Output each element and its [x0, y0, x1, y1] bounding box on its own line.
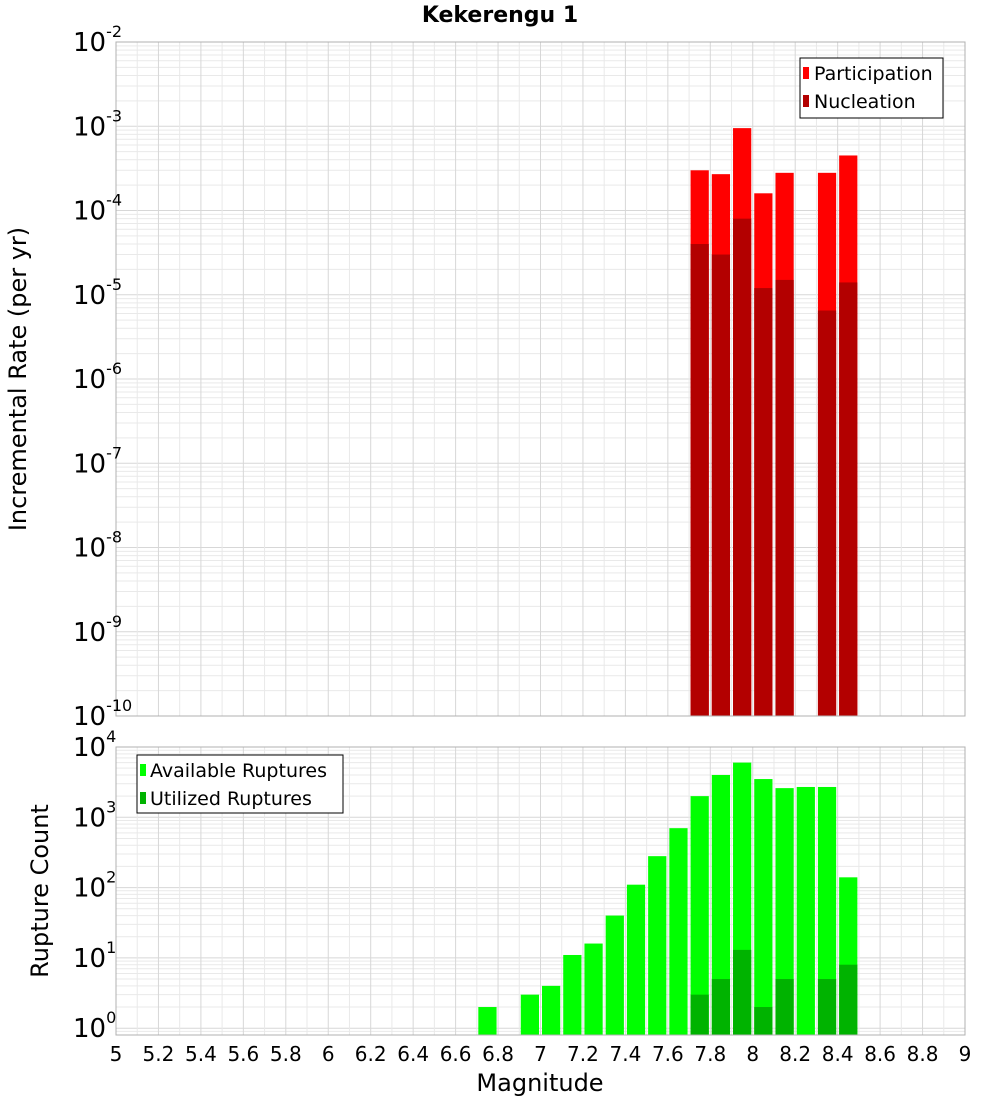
bottom-legend-box [136, 754, 344, 814]
x-tick-label: 5.6 [227, 1042, 259, 1066]
bar-available-ruptures [711, 774, 731, 1035]
bar-available-ruptures [796, 786, 815, 1035]
x-tick-label: 7.6 [652, 1042, 684, 1066]
bar-utilized-ruptures [775, 979, 794, 1035]
bar-available-ruptures [520, 994, 539, 1035]
bar-available-ruptures [690, 796, 709, 1035]
top-legend: Participation Nucleation [799, 57, 944, 119]
bar-available-ruptures [478, 1007, 497, 1035]
x-tick-label: 8.4 [822, 1042, 854, 1066]
bar-available-ruptures [669, 828, 688, 1035]
top-y-axis-label: Incremental Rate (per yr) [4, 227, 32, 531]
x-tick-label: 5.4 [185, 1042, 217, 1066]
x-tick-label: 8.6 [864, 1042, 896, 1066]
legend-swatch-available [140, 764, 146, 776]
bar-nucleation [754, 288, 773, 716]
top-y-tick-label: 10-10 [73, 696, 132, 732]
bar-available-ruptures [626, 884, 646, 1035]
bottom-y-tick-label: 102 [73, 868, 116, 904]
bottom-y-tick-label: 104 [73, 727, 116, 763]
x-tick-label: 5.8 [270, 1042, 302, 1066]
x-tick-label: 7 [534, 1042, 547, 1066]
bar-nucleation [733, 218, 752, 716]
x-tick-label: 6.2 [355, 1042, 387, 1066]
legend-label-available: Available Ruptures [150, 760, 327, 782]
bar-utilized-ruptures [733, 949, 752, 1035]
bar-nucleation [775, 279, 794, 716]
bar-available-ruptures [648, 856, 667, 1035]
x-tick-label: 6.8 [482, 1042, 514, 1066]
legend-label-utilized: Utilized Ruptures [150, 788, 312, 810]
bar-available-ruptures [542, 985, 561, 1035]
x-tick-label: 5 [110, 1042, 123, 1066]
chart-title: Kekerengu 1 [422, 3, 578, 28]
legend-swatch-nucleation [803, 95, 809, 107]
x-tick-label: 7.2 [567, 1042, 599, 1066]
bottom-plot-frame [115, 746, 966, 1036]
top-y-tick-label: 10-6 [73, 359, 122, 395]
x-tick-label: 8 [746, 1042, 759, 1066]
bar-utilized-ruptures [690, 994, 709, 1035]
top-plot-frame [115, 41, 966, 717]
x-axis-label: Magnitude [476, 1069, 603, 1097]
top-legend-box [799, 57, 944, 119]
bottom-y-axis-ticks: 104 103 102 101 100 [73, 727, 116, 1044]
bottom-y-tick-label: 103 [73, 797, 116, 833]
bottom-y-tick-label: 100 [73, 1008, 116, 1044]
bar-available-ruptures [754, 779, 773, 1035]
x-tick-label: 9 [959, 1042, 972, 1066]
legend-label-participation: Participation [814, 63, 933, 85]
legend-swatch-utilized [140, 792, 146, 804]
x-tick-label: 6.4 [397, 1042, 429, 1066]
bar-nucleation [839, 282, 858, 716]
bottom-plot-bars [478, 762, 858, 1035]
x-tick-label: 5.2 [143, 1042, 175, 1066]
bar-utilized-ruptures [711, 979, 731, 1035]
bar-nucleation [690, 244, 709, 717]
bottom-legend: Available Ruptures Utilized Ruptures [136, 754, 344, 814]
bar-available-ruptures [775, 788, 794, 1035]
top-y-tick-label: 10-2 [73, 22, 122, 58]
top-y-tick-label: 10-4 [73, 191, 122, 227]
x-tick-label: 6.6 [440, 1042, 472, 1066]
bar-available-ruptures [817, 786, 837, 1035]
top-y-tick-label: 10-7 [73, 443, 122, 479]
x-tick-label: 8.8 [907, 1042, 939, 1066]
legend-label-nucleation: Nucleation [814, 91, 916, 113]
x-axis-ticks: 5 5.2 5.4 5.6 5.8 6 6.2 6.4 6.6 6.8 7 7.2 7.4 7.6 7.8 8… [110, 1042, 972, 1066]
bottom-y-tick-label: 101 [73, 938, 116, 974]
x-tick-label: 7.4 [609, 1042, 641, 1066]
bar-nucleation [817, 310, 837, 716]
top-y-axis-ticks: 10-2 10-3 10-4 10-5 10-6 10-7 10-8 10-9 10-10 [73, 22, 132, 732]
x-tick-label: 8.2 [779, 1042, 811, 1066]
bar-utilized-ruptures [817, 979, 837, 1035]
bar-utilized-ruptures [839, 964, 858, 1035]
bottom-y-axis-label: Rupture Count [26, 804, 54, 978]
bar-utilized-ruptures [754, 1007, 773, 1035]
bar-available-ruptures [563, 954, 582, 1035]
top-y-tick-label: 10-5 [73, 275, 122, 311]
top-y-tick-label: 10-3 [73, 106, 122, 142]
top-y-tick-label: 10-8 [73, 528, 122, 564]
x-tick-label: 6 [322, 1042, 335, 1066]
bar-nucleation [711, 254, 731, 716]
x-tick-label: 7.8 [694, 1042, 726, 1066]
top-plot-bars [690, 128, 858, 717]
legend-swatch-participation [803, 67, 809, 79]
top-plot-grid [115, 41, 966, 717]
bar-available-ruptures [584, 943, 603, 1035]
bar-available-ruptures [605, 915, 624, 1035]
top-y-tick-label: 10-9 [73, 612, 122, 648]
